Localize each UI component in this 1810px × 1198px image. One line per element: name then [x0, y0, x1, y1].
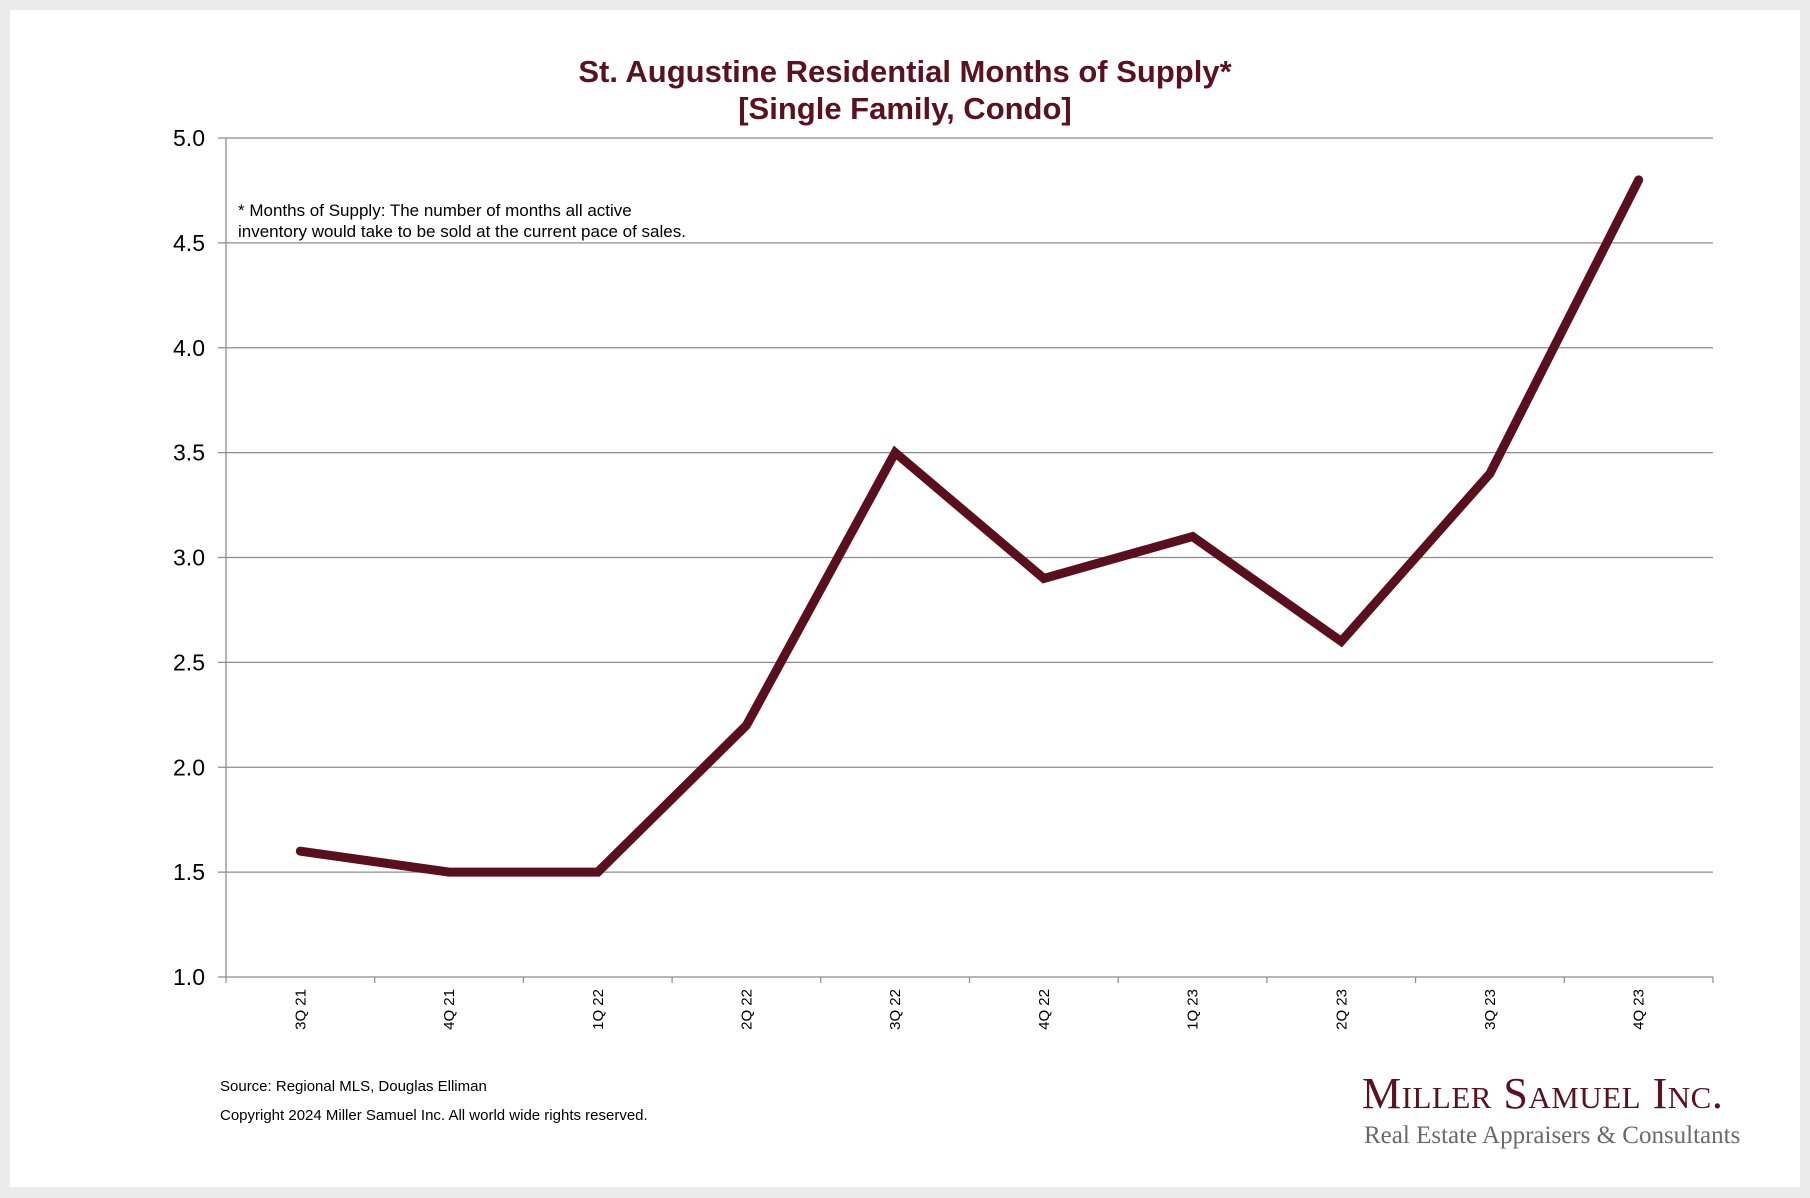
y-tick-label: 3.0	[173, 545, 205, 571]
series-line-group	[295, 175, 1644, 877]
y-tick-label: 4.0	[173, 335, 205, 361]
x-tick-label: 2Q 23	[1333, 989, 1350, 1030]
copyright-text: Copyright 2024 Miller Samuel Inc. All wo…	[220, 1107, 648, 1124]
logo-name: Miller Samuel Inc.	[1362, 1069, 1724, 1118]
series-line	[295, 175, 1644, 877]
annotation-line-1: * Months of Supply: The number of months…	[238, 201, 632, 220]
gridlines	[218, 137, 1713, 978]
y-tick-label: 3.5	[173, 440, 205, 466]
y-tick-label: 5.0	[173, 125, 205, 151]
y-tick-label: 2.5	[173, 649, 205, 675]
x-tick-label: 2Q 22	[738, 989, 755, 1030]
chart-subtitle: [Single Family, Condo]	[738, 91, 1072, 126]
x-tick-label: 1Q 23	[1185, 989, 1202, 1030]
x-tick-label: 1Q 22	[590, 989, 607, 1030]
x-tick-label: 3Q 23	[1482, 989, 1499, 1030]
y-tick-label: 1.0	[173, 964, 205, 990]
source-text: Source: Regional MLS, Douglas Elliman	[220, 1078, 487, 1095]
y-tick-label: 4.5	[173, 230, 205, 256]
x-tick-label: 4Q 22	[1036, 989, 1053, 1030]
x-tick-label: 4Q 23	[1631, 989, 1648, 1030]
x-tick-label: 3Q 21	[292, 989, 309, 1030]
chart-title: St. Augustine Residential Months of Supp…	[578, 54, 1232, 89]
y-tick-label: 1.5	[173, 859, 205, 885]
y-tick-label: 2.0	[173, 754, 205, 780]
annotation-line-2: inventory would take to be sold at the c…	[238, 222, 686, 241]
y-axis-ticks: 1.0 1.5 2.0 2.5 3.0 3.5 4.0 4.5 5.0	[173, 125, 205, 990]
x-tick-label: 3Q 22	[887, 989, 904, 1030]
annotation-note: * Months of Supply: The number of months…	[238, 200, 686, 242]
x-axis-ticks: 3Q 21 4Q 21 1Q 22 2Q 22 3Q 22 4Q 22 1Q 23 2Q 23…	[225, 977, 1714, 1030]
x-tick-label: 4Q 21	[441, 989, 458, 1030]
chart-card	[10, 10, 1800, 1187]
logo-tagline: Real Estate Appraisers & Consultants	[1364, 1122, 1741, 1149]
